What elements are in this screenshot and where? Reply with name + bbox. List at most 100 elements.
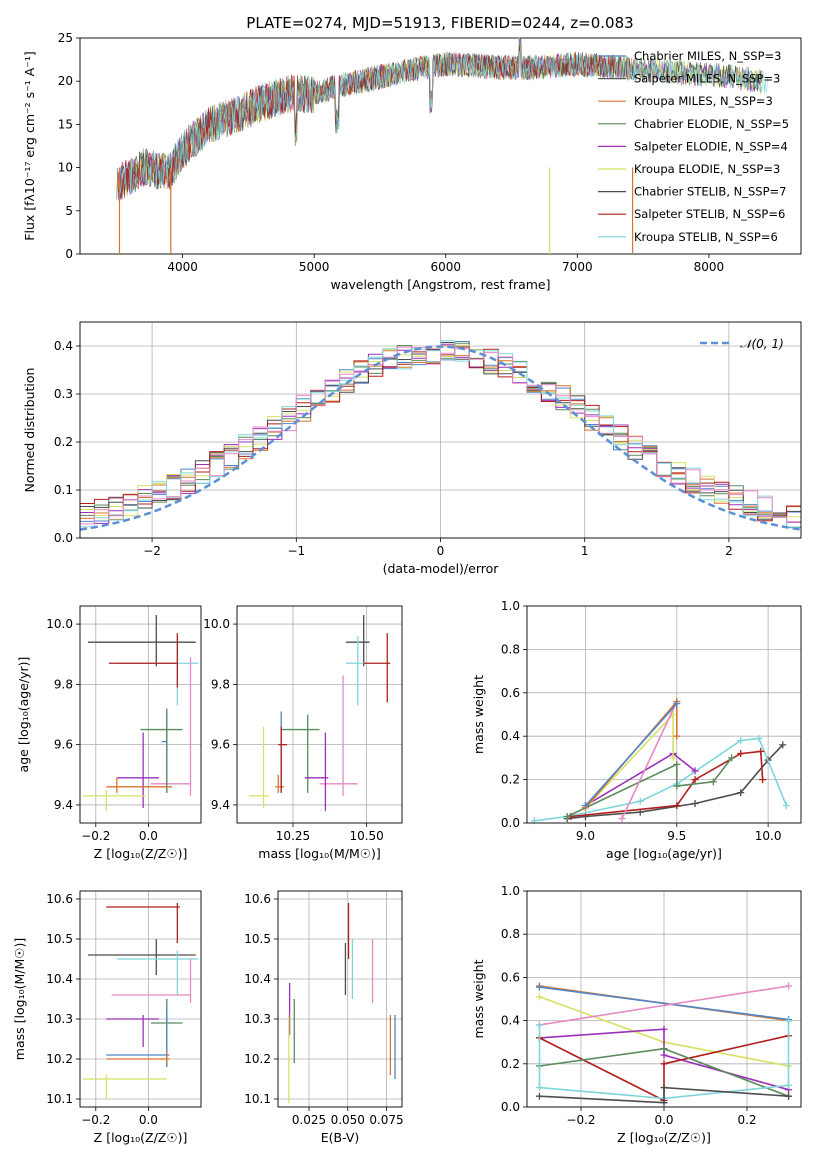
- y-tick-label: 0.2: [501, 773, 520, 787]
- mass-vs-reddening-panel: 0.025 0.050 0.075 10.1 10.2 10.3 10.4 10.5 10.6 E…: [244, 890, 404, 1145]
- plus-marker: [535, 1021, 543, 1029]
- plus-marker: [660, 1045, 668, 1053]
- y-tick-label: 10.0: [46, 617, 73, 631]
- mass-weight-line: [584, 703, 678, 807]
- y-tick-label: 10.4: [244, 972, 271, 986]
- spectrum-line: [119, 37, 768, 194]
- y-tick-label: 20: [58, 74, 73, 88]
- plus-marker: [757, 747, 765, 755]
- x-tick-label: 10.0: [755, 829, 782, 843]
- x-tick-label: −0.2: [566, 1113, 595, 1127]
- x-axis-label: age [log₁₀(age/yr)]: [606, 846, 722, 861]
- legend-label: Chabrier STELIB, N_SSP=7: [634, 185, 786, 199]
- plus-marker: [691, 767, 699, 775]
- axes-frame: [79, 605, 202, 824]
- y-tick-label: 0.3: [54, 387, 73, 401]
- x-tick-label: 0.0: [139, 1113, 158, 1127]
- y-tick-label: 0.0: [54, 531, 73, 545]
- y-axis-label: age [log₁₀(age/yr)]: [16, 657, 31, 773]
- plus-marker: [673, 802, 681, 810]
- axes-frame: [79, 37, 802, 255]
- y-tick-label: 10.6: [46, 892, 73, 906]
- y-tick-label: 1.0: [501, 884, 520, 898]
- plus-marker: [779, 741, 787, 749]
- residual-histogram-panel: −2 −1 0 1 2 0.0 0.1 0.2 0.3 0.4 (data-model)/error…: [22, 321, 802, 576]
- x-tick-label: 9.0: [576, 829, 595, 843]
- y-tick-label: 10.2: [46, 1052, 73, 1066]
- x-tick-label: −0.2: [81, 1113, 110, 1127]
- axes-frame: [79, 321, 802, 539]
- x-tick-label: 0.050: [331, 1113, 365, 1127]
- y-tick-label: 10.5: [46, 932, 73, 946]
- spectrum-panel: 4000 5000 6000 7000 8000 0 5 10 15 20 25 wavelength…: [22, 31, 802, 292]
- x-tick-label: −2: [143, 544, 161, 558]
- y-axis-label: mass weight: [471, 675, 486, 754]
- x-tick-label: 0.2: [737, 1113, 756, 1127]
- legend-label: Salpeter ELODIE, N_SSP=4: [634, 139, 788, 153]
- x-tick-label: 1: [581, 544, 589, 558]
- plus-marker: [759, 776, 767, 784]
- y-axis-label: mass weight: [471, 959, 486, 1038]
- mass-weight-line: [539, 1086, 789, 1104]
- plus-marker: [737, 789, 745, 797]
- x-tick-label: 10.25: [276, 829, 310, 843]
- mass-weight-line: [539, 1034, 789, 1102]
- plus-marker: [785, 982, 793, 990]
- x-tick-label: 5000: [299, 260, 330, 274]
- y-tick-label: 10.3: [244, 1012, 271, 1026]
- y-tick-label: 0.4: [54, 339, 73, 353]
- x-tick-label: 0: [437, 544, 445, 558]
- plus-marker: [636, 797, 644, 805]
- y-tick-label: 10.1: [46, 1092, 73, 1106]
- x-tick-label: 0.075: [369, 1113, 403, 1127]
- axes-frame: [79, 890, 202, 1108]
- plus-marker: [660, 1099, 668, 1107]
- gaussian-curve: [79, 345, 802, 531]
- legend-label: Chabrier MILES, N_SSP=3: [634, 49, 781, 63]
- axes-frame: [526, 605, 802, 824]
- x-axis-label: Z [log₁₀(Z/Z☉)]: [617, 1130, 711, 1145]
- x-tick-label: 0.0: [139, 829, 158, 843]
- plus-marker: [785, 1081, 793, 1089]
- x-tick-label: 4000: [167, 260, 198, 274]
- y-tick-label: 10: [58, 161, 73, 175]
- axes-frame: [236, 605, 403, 824]
- x-tick-label: 7000: [562, 260, 593, 274]
- y-tick-label: 10.5: [244, 932, 271, 946]
- x-axis-label: Z [log₁₀(Z/Z☉)]: [94, 846, 188, 861]
- legend-label: Kroupa STELIB, N_SSP=6: [634, 230, 778, 244]
- plus-marker: [691, 776, 699, 784]
- plus-marker: [669, 754, 677, 762]
- y-tick-label: 9.6: [54, 738, 73, 752]
- legend-label: Kroupa MILES, N_SSP=3: [634, 94, 773, 108]
- x-tick-label: 9.5: [667, 829, 686, 843]
- plus-marker: [660, 1084, 668, 1092]
- axes-frame: [526, 890, 802, 1108]
- y-tick-label: 0: [65, 247, 73, 261]
- y-axis-label: mass [log₁₀(M/M☉)]: [12, 938, 27, 1060]
- y-tick-label: 5: [65, 204, 73, 218]
- y-tick-label: 10.6: [244, 892, 271, 906]
- x-tick-label: −1: [287, 544, 305, 558]
- y-tick-label: 9.8: [54, 677, 73, 691]
- plus-marker: [563, 812, 571, 820]
- plus-marker: [535, 1084, 543, 1092]
- plus-marker: [673, 700, 681, 708]
- y-tick-label: 10.4: [46, 972, 73, 986]
- y-axis-label: Flux [fλ10⁻¹⁷ erg cm⁻² s⁻¹ A⁻¹]: [22, 51, 37, 240]
- plus-marker: [755, 734, 763, 742]
- mass-weight-vs-age-panel: 9.0 9.5 10.0 0.0 0.2 0.4 0.6 0.8 1.0 age [log₁₀(a…: [471, 599, 802, 861]
- y-tick-label: 9.8: [211, 677, 230, 691]
- y-tick-label: 1.0: [501, 599, 520, 613]
- plus-marker: [737, 737, 745, 745]
- y-tick-label: 10.2: [244, 1052, 271, 1066]
- plus-marker: [673, 782, 681, 790]
- y-axis-label: Normed distribution: [22, 368, 37, 493]
- plus-marker: [660, 1060, 668, 1068]
- x-tick-label: −0.2: [81, 829, 110, 843]
- plus-marker: [785, 1017, 793, 1025]
- plus-marker: [673, 760, 681, 768]
- y-tick-label: 9.4: [54, 798, 73, 812]
- y-tick-label: 25: [58, 31, 73, 45]
